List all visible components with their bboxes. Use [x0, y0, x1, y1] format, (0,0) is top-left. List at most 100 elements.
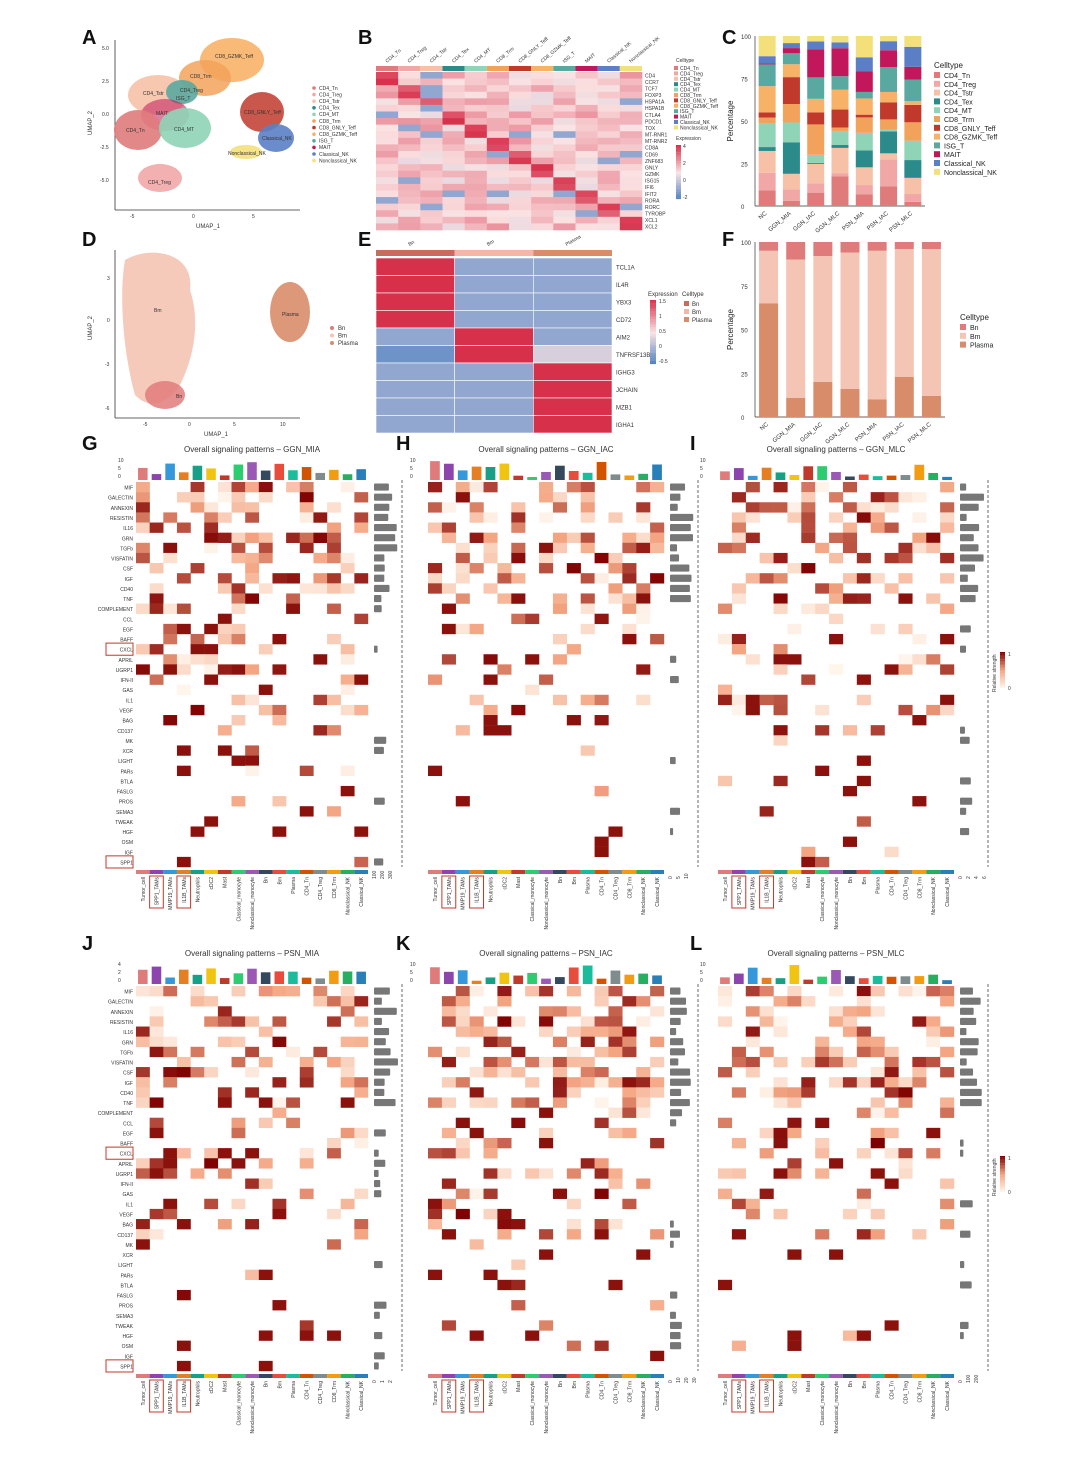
- signal-cell: [926, 1148, 941, 1159]
- stacked-bar-segment: [807, 77, 825, 99]
- pct-legend-swatch: [934, 160, 940, 166]
- legend-a-label: CD4_Tex: [319, 106, 340, 112]
- e-gene-label: YBX3: [616, 300, 632, 306]
- signal-celltype-label: Nonclassical_NK: [931, 1380, 937, 1418]
- b-legend-label: Classical_NK: [680, 120, 710, 126]
- b-cell: [486, 111, 510, 119]
- signal-cell: [340, 1056, 355, 1068]
- b-col-bar: [376, 66, 399, 71]
- signal-top-bar: [761, 977, 772, 984]
- signal-color-strip: [149, 1374, 164, 1378]
- signal-cell: [299, 583, 314, 594]
- signal-side-bar: [670, 534, 694, 542]
- signal-cell: [204, 644, 219, 655]
- signal-side-bar: [670, 1068, 691, 1076]
- b-cell: [509, 85, 532, 93]
- b-gene-label: TYROBP: [645, 212, 666, 218]
- signal-cell: [552, 633, 568, 645]
- stacked-bar-segment: [880, 131, 898, 154]
- b-legend-label: MAIT: [680, 115, 692, 121]
- signal-pathway-label: GALECTIN: [108, 1000, 133, 1006]
- b-cell: [575, 131, 598, 139]
- e-expr-grad: [650, 338, 656, 341]
- pct-legend-swatch: [934, 133, 940, 140]
- b-expr-grad: [676, 191, 681, 194]
- signal-cell: [566, 1056, 581, 1068]
- b-cell: [486, 137, 510, 145]
- signal-bottom-tick: 0: [668, 1380, 674, 1383]
- stacked-bar-segment: [880, 66, 898, 92]
- legend-a-label: CD8_Trm: [319, 119, 340, 125]
- b-expr-grad: [676, 181, 681, 183]
- b-gene-label: ZNF683: [645, 159, 663, 165]
- signal-pathway-label: CSF: [123, 567, 133, 573]
- signal-top-bar: [610, 970, 621, 984]
- signal-cell: [842, 482, 858, 493]
- signal-cell: [622, 623, 637, 635]
- b-col-label: ISG_T: [562, 51, 577, 65]
- signal-cell: [340, 552, 355, 564]
- umap-a-label-4: ISG_T: [176, 96, 190, 102]
- pct-legend-label: CD8_GNLY_Teff: [944, 126, 996, 133]
- signal-cell: [136, 492, 150, 503]
- signal-top-bar: [541, 471, 551, 480]
- signal-cell: [217, 1219, 232, 1230]
- b-cell: [575, 151, 598, 158]
- signal-cell: [718, 603, 733, 614]
- signal-cell: [940, 1219, 955, 1230]
- signal-cell: [787, 1087, 802, 1098]
- signal-cell: [149, 1097, 164, 1108]
- signal-cell: [511, 542, 526, 554]
- b-cell: [597, 183, 621, 191]
- signal-side-bar: [374, 534, 396, 542]
- signal-cell: [455, 1148, 470, 1159]
- b-cell: [376, 170, 399, 178]
- signal-cell: [912, 633, 927, 645]
- signal-celltype-label: CD4_Tn: [305, 877, 311, 896]
- b-cell: [442, 177, 465, 185]
- signal-cell: [940, 512, 955, 523]
- signal-cell: [483, 1188, 498, 1199]
- signal-color-strip: [245, 870, 259, 874]
- b-cell: [575, 177, 598, 185]
- panel-label-h: H: [396, 433, 410, 455]
- signal-cell: [441, 522, 456, 533]
- b-cell: [509, 197, 532, 204]
- e-expr-grad: [650, 354, 656, 357]
- signal-cell: [511, 1259, 526, 1270]
- signal-cell: [354, 492, 369, 503]
- signal-top-bar: [914, 976, 925, 984]
- legend-a-swatch: [312, 86, 316, 90]
- b-gene-label: XCL1: [645, 218, 658, 224]
- signal-top-bar: [178, 472, 189, 480]
- umap-d-xtick-1: 0: [188, 422, 191, 428]
- b-cell: [442, 118, 465, 125]
- signal-cell: [815, 765, 830, 777]
- signal-cell: [497, 1279, 512, 1291]
- signal-cell: [441, 1097, 456, 1108]
- signal-cell: [650, 986, 665, 997]
- e-cell: [454, 397, 534, 416]
- b-cell: [376, 91, 399, 99]
- b-cell: [398, 111, 421, 119]
- signal-cell: [217, 492, 232, 503]
- signal-side-bar: [670, 1048, 686, 1056]
- signal-celltype-label: CD4_Treg: [903, 1381, 909, 1404]
- signal-bottom-tick: 5: [676, 876, 682, 879]
- b-cell: [619, 216, 643, 224]
- stacked-bar-segment: [807, 192, 825, 206]
- signal-cell: [483, 1137, 498, 1149]
- signal-cell: [245, 482, 260, 493]
- signal-top-bar: [356, 971, 366, 984]
- signal-top-bar: [165, 977, 175, 984]
- signal-cell: [608, 1279, 623, 1291]
- signal-cell: [898, 1087, 913, 1098]
- signal-cell: [870, 1208, 885, 1220]
- pct-xtick: PSN_MIA: [842, 211, 866, 233]
- signal-cell: [469, 623, 484, 635]
- stacked-bar-segment: [807, 124, 825, 155]
- signal-cell: [428, 502, 443, 513]
- signal-cell: [539, 512, 554, 523]
- b-cell: [486, 164, 510, 172]
- signal-cell: [650, 1087, 665, 1098]
